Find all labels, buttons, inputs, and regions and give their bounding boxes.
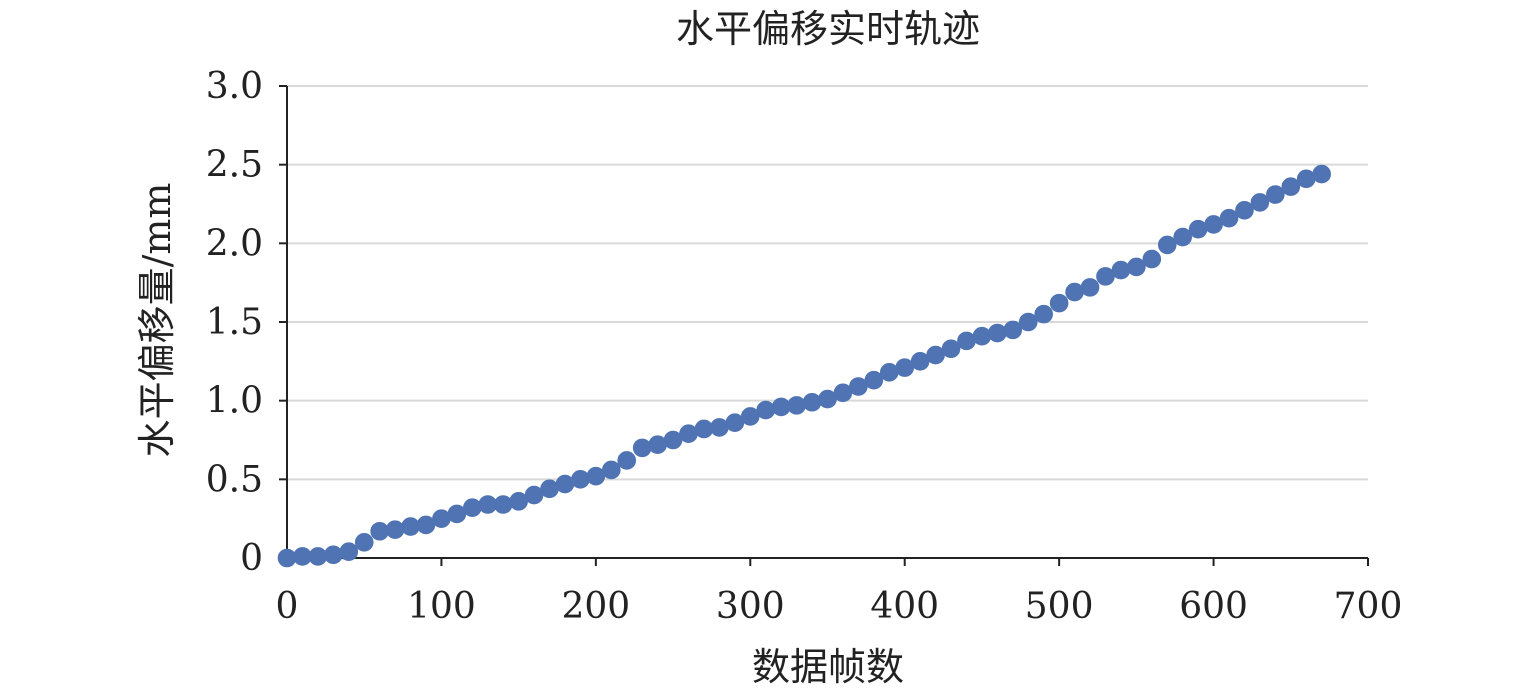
data-point xyxy=(602,460,621,480)
data-point xyxy=(1219,208,1239,228)
data-point xyxy=(354,532,374,552)
y-tick-label: 2.5 xyxy=(206,145,263,186)
data-point xyxy=(787,396,806,415)
data-point xyxy=(493,495,513,514)
data-point xyxy=(710,418,729,437)
chart-title: 水平偏移实时轨迹 xyxy=(676,7,980,51)
data-point xyxy=(401,517,420,536)
y-axis-label: 水平偏移量/mm xyxy=(135,183,179,458)
y-tick-label: 1.0 xyxy=(206,381,263,422)
data-point xyxy=(1049,293,1069,313)
data-point xyxy=(972,326,992,346)
data-point xyxy=(277,548,297,568)
data-point xyxy=(1142,249,1162,269)
x-tick-label: 500 xyxy=(1025,586,1094,627)
data-point xyxy=(1157,235,1177,255)
data-point xyxy=(988,323,1007,343)
tick-marks xyxy=(279,85,1369,566)
data-point xyxy=(555,474,575,494)
data-point xyxy=(324,545,343,565)
tick-labels: 0 0.5 1.0 1.5 2.0 2.5 3.0 0 100 200 300 400 500 600 70… xyxy=(206,66,1403,627)
data-point xyxy=(571,470,590,489)
data-point xyxy=(648,435,667,455)
data-point xyxy=(632,438,652,458)
y-tick-label: 0.5 xyxy=(206,459,263,500)
data-point xyxy=(432,509,451,528)
data-point xyxy=(957,331,976,351)
grid-lines xyxy=(287,85,1368,481)
data-point xyxy=(802,392,822,412)
data-point xyxy=(879,363,899,382)
x-tick-label: 400 xyxy=(870,586,939,627)
data-point xyxy=(679,424,698,444)
data-points xyxy=(277,164,1331,568)
data-point xyxy=(1296,169,1316,189)
data-point xyxy=(941,339,961,359)
data-point xyxy=(1266,185,1285,204)
data-point xyxy=(1312,164,1331,184)
data-point xyxy=(756,400,776,420)
data-point xyxy=(540,479,559,499)
x-tick-label: 300 xyxy=(716,586,785,627)
data-point xyxy=(1111,260,1131,280)
data-point xyxy=(1034,304,1053,324)
x-tick-label: 700 xyxy=(1334,586,1403,627)
x-tick-label: 100 xyxy=(407,586,476,627)
data-point xyxy=(308,547,328,566)
data-point xyxy=(1235,200,1254,220)
data-point xyxy=(771,397,791,417)
data-point xyxy=(463,498,482,517)
x-axis-label: 数据帧数 xyxy=(752,645,904,689)
data-point xyxy=(694,419,714,439)
data-point xyxy=(617,451,637,470)
x-tick-label: 200 xyxy=(561,586,630,627)
x-tick-label: 600 xyxy=(1179,586,1248,627)
y-tick-label: 3.0 xyxy=(206,66,263,107)
data-point xyxy=(1018,312,1038,332)
data-point xyxy=(864,370,884,390)
data-point xyxy=(339,542,359,562)
x-tick-label: 0 xyxy=(276,586,299,627)
data-point xyxy=(1250,193,1270,212)
y-tick-label: 2.0 xyxy=(206,223,263,264)
data-point xyxy=(1080,278,1100,297)
data-point xyxy=(370,521,389,541)
data-point xyxy=(1173,227,1192,247)
y-tick-label: 0 xyxy=(240,538,263,579)
data-point xyxy=(1281,177,1301,196)
data-point xyxy=(1065,282,1084,302)
data-point xyxy=(1127,257,1146,277)
data-point xyxy=(1188,219,1208,239)
y-tick-label: 1.5 xyxy=(206,302,263,343)
data-point xyxy=(385,520,405,539)
data-point xyxy=(1003,320,1023,340)
